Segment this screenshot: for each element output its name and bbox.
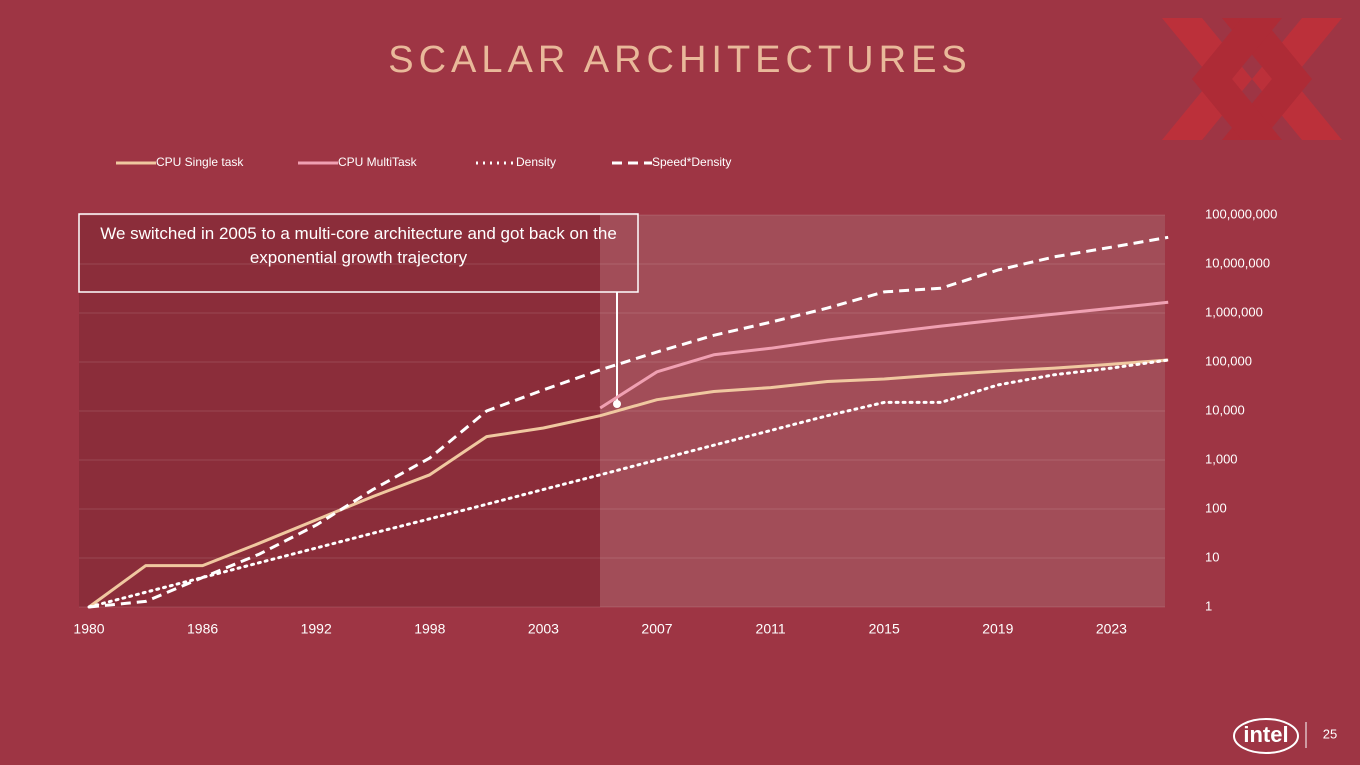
x-tick-label: 1998	[414, 621, 445, 637]
logo: intel	[1243, 722, 1288, 747]
x-tick-label: 1980	[73, 621, 104, 637]
x-tick-label: 2015	[869, 621, 900, 637]
y-tick-label: 100,000,000	[1205, 206, 1277, 221]
x-tick-label: 2003	[528, 621, 559, 637]
x-tick-label: 2019	[982, 621, 1013, 637]
x-tick-label: 2011	[756, 621, 786, 637]
y-tick-label: 10,000	[1205, 402, 1245, 417]
annotation-box	[78, 213, 639, 293]
callout-dot	[613, 400, 621, 408]
logo-swoosh	[1233, 718, 1299, 754]
logo-mark	[1162, 18, 1342, 140]
y-tick-label: 10,000,000	[1205, 255, 1270, 270]
slide-title: SCALAR ARCHITECTURES	[388, 39, 972, 81]
multicore-region	[600, 215, 1165, 607]
y-tick-label: 10	[1205, 549, 1219, 564]
x-tick-label: 1986	[187, 621, 218, 637]
x-tick-label: 2023	[1096, 621, 1127, 637]
x-tick-label: 2007	[641, 621, 672, 637]
legend-label: Speed*Density	[652, 155, 731, 169]
page-number: 25	[1323, 726, 1337, 741]
annotation: We switched in 2005 to a multi-core arch…	[100, 224, 617, 267]
x-tick-label: 1992	[301, 621, 332, 637]
legend-label: Density	[516, 155, 556, 169]
series-line	[88, 235, 1169, 609]
legend-label: CPU Single task	[156, 155, 244, 169]
y-tick-label: 100,000	[1205, 353, 1252, 368]
series-line	[88, 358, 1169, 609]
y-tick-label: 100	[1205, 500, 1227, 515]
y-tick-label: 1	[1205, 598, 1212, 613]
series-line	[87, 358, 1170, 609]
y-tick-label: 1,000	[1205, 451, 1238, 466]
series-line	[599, 300, 1169, 410]
annotation-text: We switched in 2005 to a multi-core arch…	[100, 224, 617, 267]
legend-label: CPU MultiTask	[338, 155, 418, 169]
y-tick-label: 1,000,000	[1205, 304, 1263, 319]
